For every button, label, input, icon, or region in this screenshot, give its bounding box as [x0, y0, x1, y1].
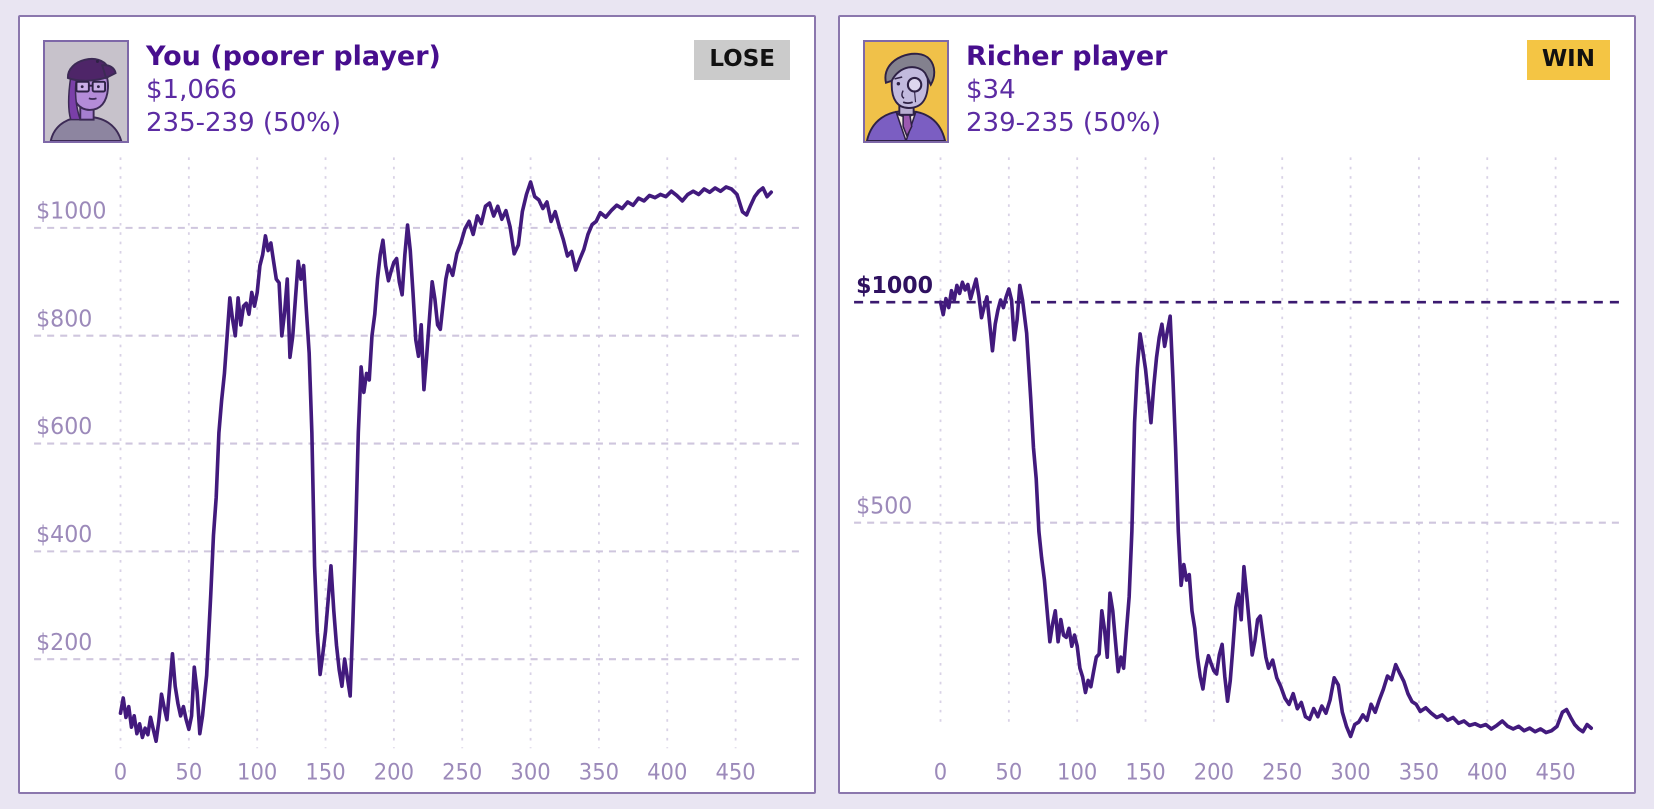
svg-text:0: 0 [934, 760, 947, 785]
richer-player-info: Richer player $34 239-235 (50%) [966, 40, 1168, 140]
poorer-player-avatar [43, 40, 129, 143]
svg-text:200: 200 [1194, 760, 1234, 785]
poorer-player-avatar-image [45, 42, 127, 141]
richer-player-panel: Richer player $34 239-235 (50%) WIN 0 50 1… [838, 15, 1636, 794]
poorer-player-money: $1,066 [146, 75, 237, 105]
svg-text:300: 300 [1330, 760, 1370, 785]
richer-player-record: 239-235 (50%) [966, 108, 1161, 138]
svg-text:100: 100 [1057, 760, 1097, 785]
poorer-player-name: You (poorer player) [146, 41, 441, 72]
richer-player-header: Richer player $34 239-235 (50%) WIN [840, 17, 1634, 145]
svg-text:300: 300 [510, 760, 550, 785]
poorer-player-record: 235-239 (50%) [146, 108, 341, 138]
svg-text:400: 400 [1467, 760, 1507, 785]
richer-player-money: $34 [966, 75, 1016, 105]
svg-text:450: 450 [715, 760, 755, 785]
poorer-player-header: You (poorer player) $1,066 235-239 (50%)… [20, 17, 814, 145]
svg-text:400: 400 [647, 760, 687, 785]
win-badge: WIN [1526, 40, 1610, 80]
richer-player-chart: 0 50 100 150 200 250 300 350 400 450 $500 $1000 [840, 147, 1634, 792]
svg-text:150: 150 [1125, 760, 1165, 785]
svg-text:150: 150 [305, 760, 345, 785]
poorer-player-panel: You (poorer player) $1,066 235-239 (50%)… [18, 15, 816, 794]
svg-text:50: 50 [995, 760, 1022, 785]
svg-text:0: 0 [114, 760, 127, 785]
svg-text:$400: $400 [36, 522, 92, 548]
poorer-player-chart: 0 50 100 150 200 250 300 350 400 450 $200 $400 $600 $… [20, 147, 814, 792]
lose-badge: LOSE [694, 40, 790, 80]
richer-player-avatar [863, 40, 949, 143]
poorer-player-chart-svg: 0 50 100 150 200 250 300 350 400 450 $200 $400 $600 $… [34, 157, 800, 786]
svg-text:350: 350 [1399, 760, 1439, 785]
svg-text:50: 50 [175, 760, 202, 785]
svg-text:350: 350 [579, 760, 619, 785]
svg-text:250: 250 [1262, 760, 1302, 785]
svg-text:$500: $500 [856, 493, 912, 519]
svg-text:100: 100 [237, 760, 277, 785]
svg-text:$600: $600 [36, 414, 92, 440]
richer-player-chart-svg: 0 50 100 150 200 250 300 350 400 450 $500 $1000 [854, 157, 1620, 786]
svg-text:$200: $200 [36, 629, 92, 655]
richer-player-name: Richer player [966, 41, 1168, 72]
svg-text:$800: $800 [36, 306, 92, 332]
svg-text:450: 450 [1535, 760, 1575, 785]
svg-text:$1000: $1000 [36, 198, 106, 224]
svg-text:200: 200 [374, 760, 414, 785]
poorer-player-info: You (poorer player) $1,066 235-239 (50%) [146, 40, 441, 140]
richer-player-avatar-image [865, 42, 947, 141]
svg-text:250: 250 [442, 760, 482, 785]
svg-text:$1000: $1000 [856, 272, 933, 298]
